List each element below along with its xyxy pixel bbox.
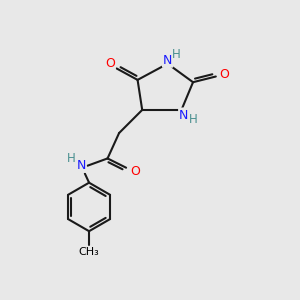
Text: H: H <box>189 113 198 126</box>
Text: N: N <box>179 109 188 122</box>
Text: N: N <box>76 159 86 172</box>
Text: CH₃: CH₃ <box>79 247 99 256</box>
Text: H: H <box>68 152 76 165</box>
Text: O: O <box>219 68 229 81</box>
Text: O: O <box>130 165 140 178</box>
Text: H: H <box>172 48 181 62</box>
Text: N: N <box>163 54 172 67</box>
Text: O: O <box>105 57 115 70</box>
